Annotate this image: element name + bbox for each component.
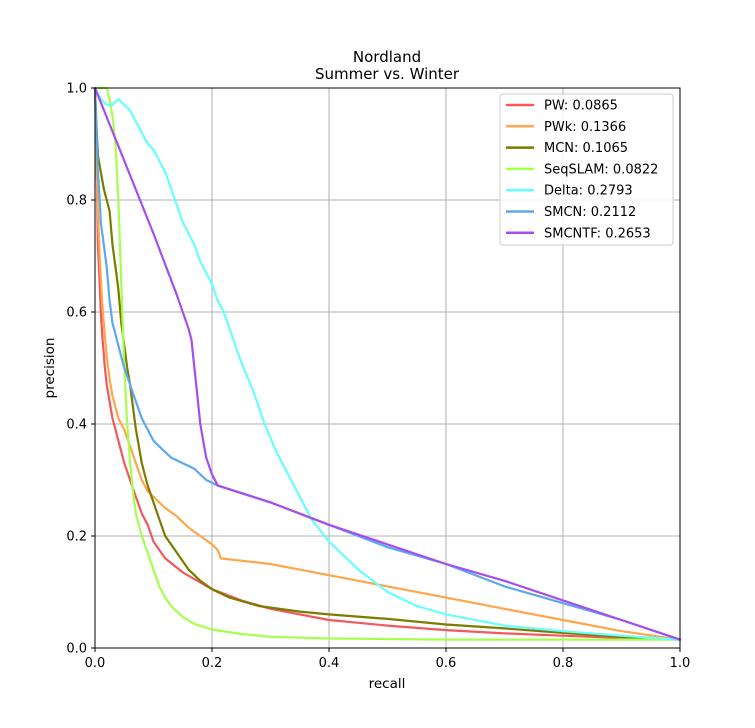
series-line-mcn [93, 86, 682, 641]
plot-frame [94, 87, 681, 649]
legend-label-pw: PW: 0.0865 [544, 99, 618, 114]
legend-box [499, 93, 674, 246]
legend: PW: 0.0865 PWk: 0.1366 MCN: 0.1065 SeqSLAM:… [499, 93, 674, 246]
series-line-smcntf [93, 86, 682, 641]
legend-label-delta: Delta: 0.2793 [544, 184, 633, 199]
y-tick-label: 0.4 [66, 418, 87, 433]
y-tick-label: 0.8 [66, 194, 87, 209]
x-tick-label: 1.0 [670, 656, 691, 671]
x-tick-label: 0.0 [85, 656, 106, 671]
series-line-pw [93, 86, 682, 641]
y-axis-label: precision [42, 338, 58, 399]
x-tick-label: 0.2 [202, 656, 223, 671]
y-tick-label: 0.2 [66, 530, 87, 545]
x-tick-label: 0.8 [553, 656, 574, 671]
x-axis-label: recall [369, 676, 406, 692]
y-tick-label: 0.0 [66, 642, 87, 657]
y-tick-label: 0.6 [66, 306, 87, 321]
series-line-pwk [93, 86, 682, 641]
axis-ticks: 0.0 0.2 0.4 0.6 0.8 1.0 0.0 0.2 0.4 0.6 0.8 1.0 [66, 82, 690, 672]
chart-title: Nordland [353, 48, 421, 66]
legend-label-smcn: SMCN: 0.2112 [544, 205, 636, 220]
y-tick-label: 1.0 [66, 82, 87, 97]
chart-subtitle: Summer vs. Winter [315, 65, 460, 83]
legend-label-pwk: PWk: 0.1366 [544, 120, 626, 135]
legend-label-mcn: MCN: 0.1065 [544, 141, 628, 156]
x-tick-label: 0.4 [319, 656, 340, 671]
x-tick-label: 0.6 [436, 656, 457, 671]
legend-label-smcntf: SMCNTF: 0.2653 [544, 226, 651, 241]
legend-label-seqslam: SeqSLAM: 0.0822 [544, 162, 658, 177]
series-lines [93, 86, 682, 641]
series-line-delta [93, 86, 682, 641]
